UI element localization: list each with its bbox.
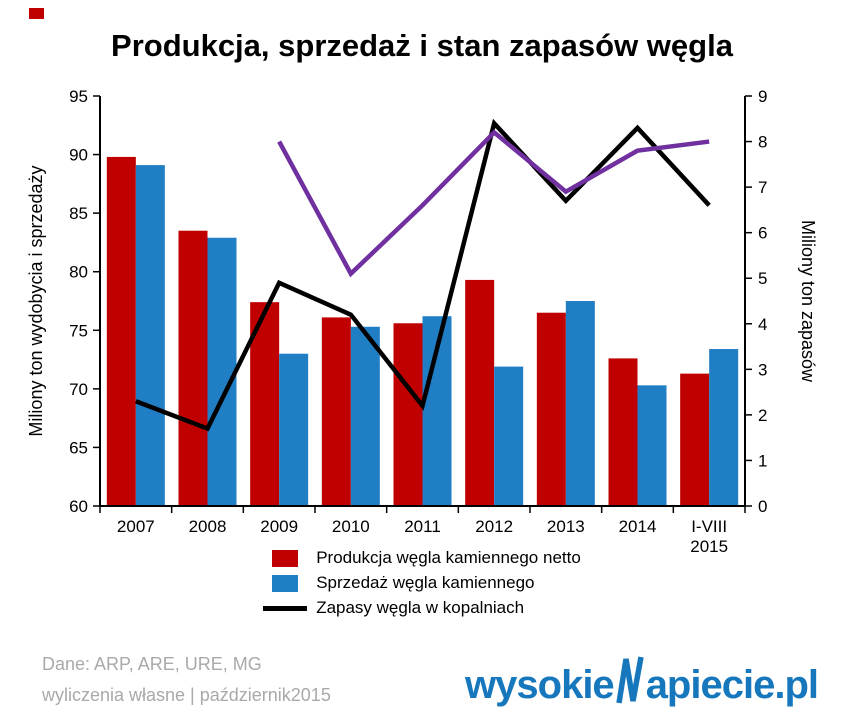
left-axis-tick-label: 75	[69, 321, 88, 340]
right-axis-tick-label: 9	[758, 87, 767, 106]
x-axis-label: 2014	[619, 517, 657, 536]
x-axis-label: 2011	[404, 517, 441, 536]
right-axis-tick-label: 3	[758, 360, 767, 379]
left-axis-tick-label: 80	[69, 263, 88, 282]
legend-rect-swatch	[263, 574, 307, 592]
right-axis-tick-label: 8	[758, 133, 767, 152]
left-axis-title: Miliony ton wydobycia i sprzedaży	[26, 165, 46, 436]
bar-sales	[135, 165, 165, 506]
line-series-0	[135, 118, 711, 432]
bar-sales	[565, 301, 595, 506]
right-axis-title: Miliony ton zapasów	[798, 220, 818, 383]
bar-production	[393, 323, 423, 506]
right-axis-tick-label: 1	[758, 451, 767, 470]
legend-item: Zapasy węgla w kopalniach	[263, 598, 581, 618]
right-axis-tick-label: 6	[758, 224, 767, 243]
bar-production	[680, 373, 710, 506]
logo-text-prefix: wysokie	[465, 663, 615, 707]
legend-line-swatch	[263, 605, 308, 611]
legend-label: Produkcja węgla kamiennego netto	[316, 548, 581, 567]
bar-sales	[709, 349, 739, 506]
logo-text-suffix: apiecie.pl	[645, 663, 819, 707]
source-note-line1: Dane: ARP, ARE, URE, MG	[42, 654, 262, 674]
bar-production	[178, 230, 208, 506]
right-axis-tick-label: 5	[758, 269, 767, 288]
left-axis-tick-label: 60	[69, 497, 88, 516]
coal-production-chart: 60 65 70 75 80 85 90 95 0 1 2 3 4 5 6 7 8 9 2007 2008 2009 20…	[26, 87, 818, 556]
chart-legend: Produkcja węgla kamiennego netto Sprzedaż…	[263, 548, 581, 618]
left-axis-tick-label: 85	[69, 204, 88, 223]
lightning-n-icon	[615, 656, 644, 704]
source-note: Dane: ARP, ARE, URE, MG wyliczenia własn…	[42, 649, 331, 711]
left-axis-tick-label: 90	[69, 146, 88, 165]
x-axis-label: I-VIII 2015	[690, 517, 728, 556]
legend-label: Zapasy węgla w kopalniach	[316, 598, 525, 617]
bar-production	[106, 156, 136, 506]
bar-sales	[279, 353, 309, 506]
right-axis-tick-label: 7	[758, 178, 767, 197]
right-axis-tick-label: 2	[758, 406, 767, 425]
bar-sales	[207, 237, 237, 506]
right-axis-tick-label: 0	[758, 497, 767, 516]
bar-sales	[637, 385, 667, 506]
x-axis-label: 2013	[547, 517, 585, 536]
site-logo: wysokie apiecie.pl	[465, 655, 819, 707]
legend-item: Produkcja węgla kamiennego netto	[263, 548, 581, 568]
left-axis-tick-label: 95	[69, 87, 88, 106]
x-axis-label: 2007	[117, 517, 155, 536]
right-axis-tick-label: 4	[758, 315, 767, 334]
x-axis-label: 2008	[189, 517, 227, 536]
x-axis-label: 2010	[332, 517, 370, 536]
legend-item: Sprzedaż węgla kamiennego	[263, 573, 581, 593]
bar-production	[608, 358, 638, 506]
left-axis-tick-label: 65	[69, 438, 88, 457]
bar-sales	[350, 326, 380, 506]
bar-production	[465, 279, 495, 506]
chart-title: Produkcja, sprzedaż i stan zapasów węgla	[111, 28, 733, 63]
x-axis-label: 2012	[475, 517, 513, 536]
bar-production	[321, 317, 351, 506]
x-axis-label: 2009	[260, 517, 298, 536]
source-note-line2: wyliczenia własne | październik2015	[42, 685, 331, 705]
bar-sales	[494, 366, 524, 506]
bar-production	[536, 312, 566, 506]
legend-label: Sprzedaż węgla kamiennego	[316, 573, 535, 592]
legend-rect-swatch	[263, 549, 307, 567]
line-series-1	[277, 129, 710, 278]
red-corner-mark	[29, 8, 44, 19]
left-axis-tick-label: 70	[69, 380, 88, 399]
